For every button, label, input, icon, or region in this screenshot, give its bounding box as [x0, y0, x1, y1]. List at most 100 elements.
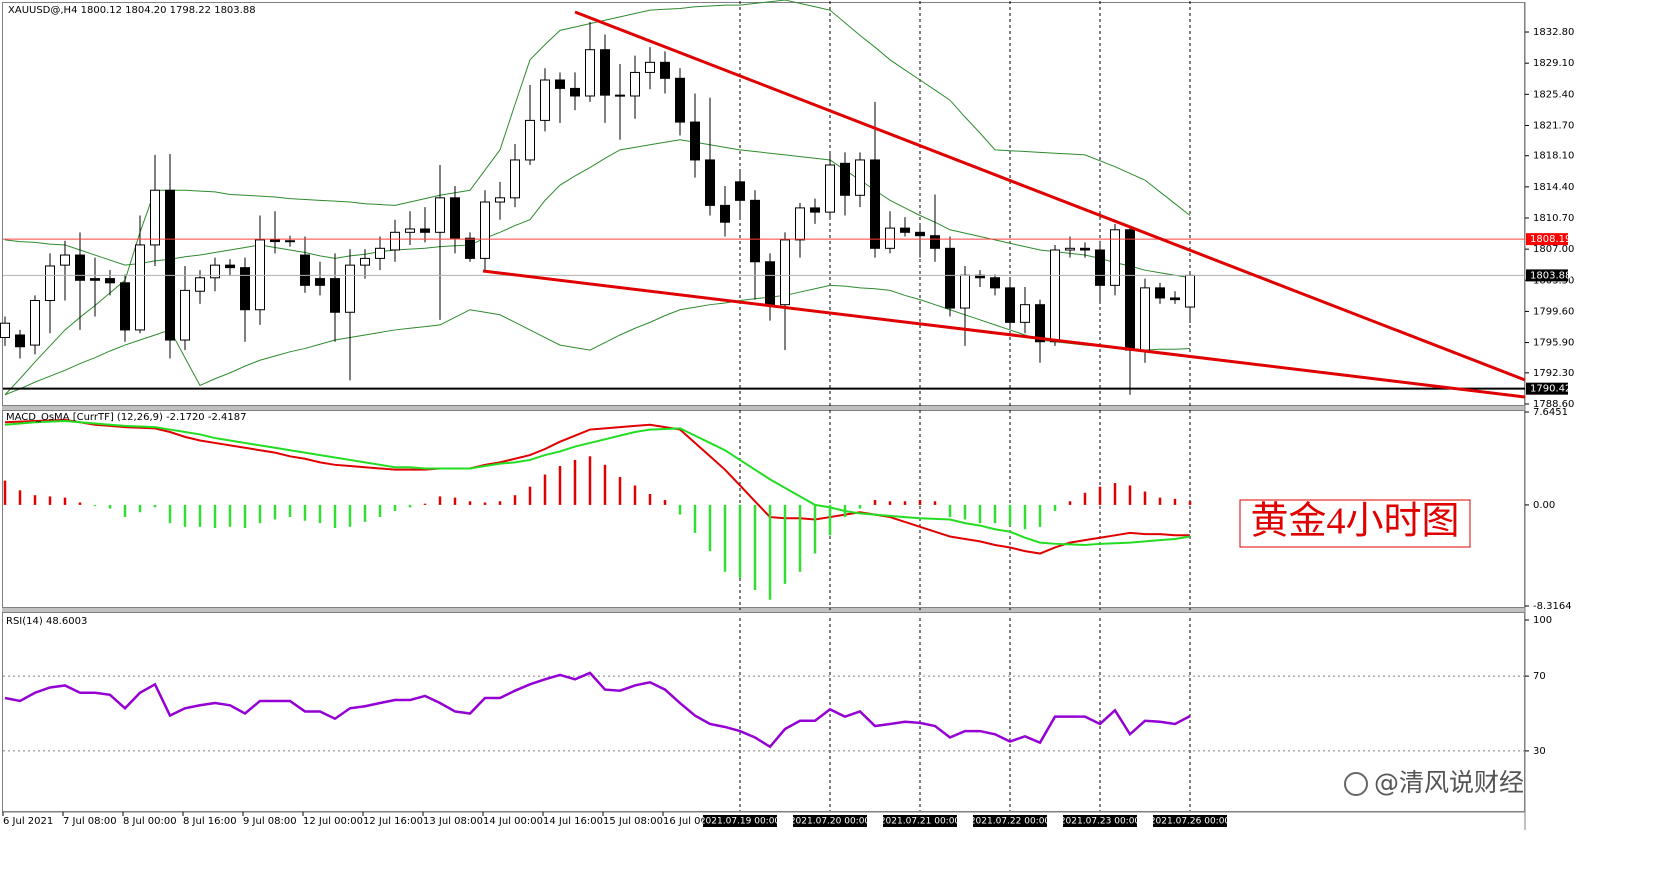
candle-body — [1005, 287, 1015, 323]
x-tick-label: 12 Jul 00:00 — [303, 816, 363, 827]
x-tick-label: 2021.07.22 00:00 — [970, 817, 1051, 827]
candle-body — [915, 231, 925, 237]
y-tick-label: 1821.70 — [1533, 120, 1574, 131]
annotation-box — [1239, 499, 1471, 548]
candle-body — [180, 289, 190, 341]
y-tick-label: 0.00 — [1533, 500, 1555, 511]
price-badge — [1526, 233, 1568, 246]
candle-body — [1020, 304, 1030, 323]
rsi-panel — [2, 612, 1525, 812]
candle-body — [855, 159, 865, 196]
candle-body — [720, 204, 730, 223]
candle-body — [735, 181, 745, 201]
candle-body — [255, 239, 265, 311]
candle-body — [150, 189, 160, 246]
y-tick-label: 70 — [1533, 671, 1546, 682]
x-tick-label: 6 Jul 2021 — [3, 816, 53, 827]
candle-body — [285, 240, 295, 243]
candle-body — [675, 77, 685, 123]
y-tick-label: 1814.40 — [1533, 182, 1574, 193]
x-tick-label: 8 Jul 16:00 — [183, 816, 237, 827]
price-badge — [1526, 269, 1568, 282]
candle-body — [555, 79, 565, 89]
panel-separator — [2, 406, 1525, 410]
annotation: 黄金4小时图 — [1250, 501, 1459, 543]
y-tick-label: 1829.10 — [1533, 58, 1574, 69]
candle-body — [300, 254, 310, 286]
candle-body — [780, 239, 790, 306]
candle-body — [420, 228, 430, 233]
y-tick-label: 1792.30 — [1533, 368, 1574, 379]
y-tick-label: 1788.60 — [1533, 399, 1574, 410]
candle-body — [360, 257, 370, 266]
trend-line-lower — [482, 269, 1526, 399]
date-badge — [793, 815, 867, 827]
candle-body — [810, 207, 820, 213]
candle-body — [750, 199, 760, 263]
y-tick-label: 100 — [1533, 615, 1552, 626]
candle-body — [225, 264, 235, 269]
price-badge-label: 1808.19 — [1530, 234, 1571, 245]
y-tick-label: 1832.80 — [1533, 27, 1574, 38]
x-tick-label: 2021.07.21 00:00 — [880, 817, 961, 827]
candle-body — [510, 159, 520, 199]
candle-body — [45, 265, 55, 301]
rsi-title: RSI(14) 48.6003 — [6, 616, 87, 627]
date-badge — [703, 815, 777, 827]
candle-body — [1140, 287, 1150, 351]
candle-body — [15, 334, 25, 348]
candle-body — [945, 247, 955, 309]
candle-body — [450, 197, 460, 239]
panel-separator — [2, 608, 1525, 612]
candle-body — [345, 264, 355, 313]
candle-body — [435, 197, 445, 233]
candle-body — [570, 87, 580, 97]
candle-body — [1155, 287, 1165, 299]
candle-body — [165, 189, 175, 341]
x-tick-label: 2021.07.26 00:00 — [1150, 817, 1231, 827]
x-tick-label: 16 Jul 00: — [663, 816, 710, 827]
x-tick-label: 15 Jul 08:00 — [603, 816, 663, 827]
candle-body — [540, 79, 550, 121]
price-badge-label: 1803.88 — [1530, 270, 1571, 281]
candle-body — [1170, 297, 1180, 301]
candle-body — [1125, 229, 1135, 351]
candle-body — [375, 247, 385, 259]
candle-body — [195, 277, 205, 292]
y-tick-label: 1799.60 — [1533, 306, 1574, 317]
candle-body — [30, 299, 40, 346]
candle-body — [1095, 249, 1105, 286]
candle-body — [645, 61, 655, 73]
candle-body — [585, 49, 595, 97]
candle-body — [1110, 229, 1120, 286]
candle-body — [1050, 249, 1060, 343]
date-badge — [1153, 815, 1227, 827]
x-tick-label: 2021.07.23 00:00 — [1060, 817, 1141, 827]
watermark: @清风说财经 — [1374, 768, 1524, 797]
candle-body — [495, 197, 505, 203]
x-tick-label: 12 Jul 16:00 — [363, 816, 423, 827]
candle-body — [315, 278, 325, 286]
trend-line-upper — [574, 10, 1526, 382]
candle-body — [60, 254, 70, 266]
candle-body — [465, 237, 475, 259]
candle-body — [840, 162, 850, 196]
candle-body — [1080, 247, 1090, 251]
x-tick-label: 8 Jul 00:00 — [123, 816, 177, 827]
candle-body — [405, 228, 415, 233]
indicator-line — [4, 420, 1191, 547]
candle-body — [615, 94, 625, 97]
price-badge — [1526, 382, 1568, 395]
candle-body — [900, 227, 910, 233]
candle-body — [870, 159, 880, 249]
candle-body — [390, 231, 400, 251]
candle-body — [885, 227, 895, 249]
candle-body — [930, 235, 940, 249]
candle-body — [75, 254, 85, 281]
x-tick-label: 2021.07.19 00:00 — [700, 817, 781, 827]
y-tick-label: 1807.00 — [1533, 244, 1574, 255]
candle-body — [135, 244, 145, 331]
x-tick-label: 14 Jul 00:00 — [483, 816, 543, 827]
watermark-icon — [1344, 772, 1368, 796]
plot-layer: 1832.80 1829.10 1825.40 1821.70 1818.10 1814.… — [0, 0, 1574, 827]
